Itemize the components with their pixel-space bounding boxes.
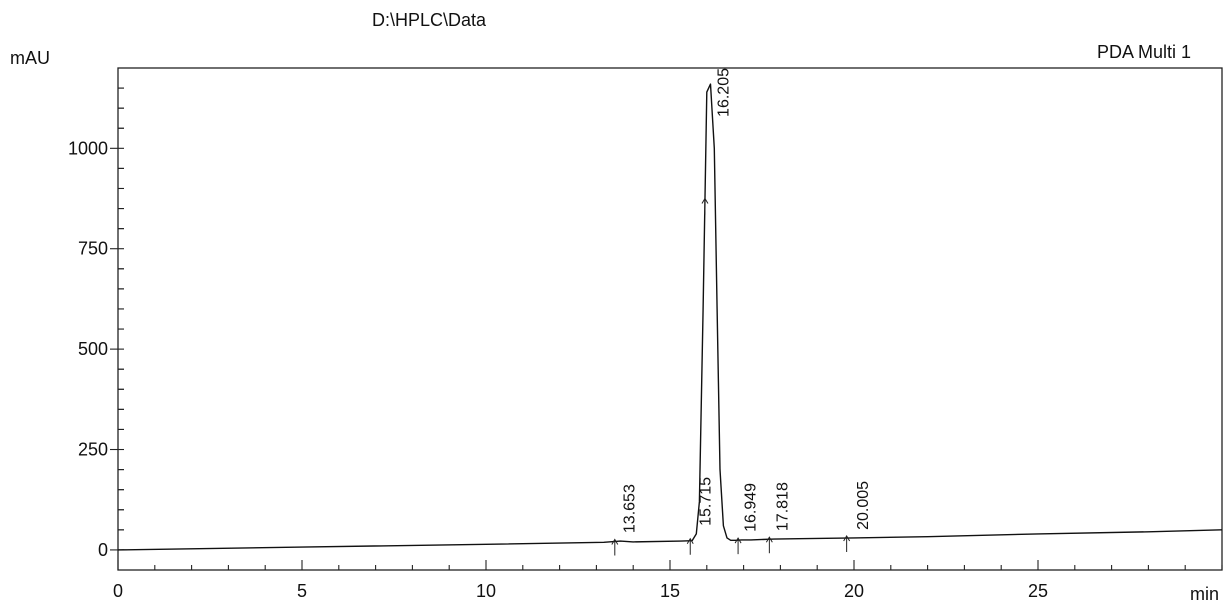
x-tick-label: 25 xyxy=(1028,581,1048,601)
y-tick-label: 1000 xyxy=(68,138,108,158)
peak-rt-label: 17.818 xyxy=(775,482,792,531)
plot-frame xyxy=(117,67,1223,571)
peak-rt-label: 16.205 xyxy=(715,68,732,117)
integration-mark-arrowhead xyxy=(765,536,773,543)
x-tick-label: 5 xyxy=(297,581,307,601)
integration-marks xyxy=(611,197,851,556)
x-tick-label: 0 xyxy=(113,581,123,601)
peak-rt-label: 20.005 xyxy=(855,481,872,530)
y-tick-label: 250 xyxy=(78,440,108,460)
y-axis-unit-label: mAU xyxy=(10,48,50,68)
x-axis: 0 5 10 15 20 25 xyxy=(113,560,1223,601)
x-tick-label: 15 xyxy=(660,581,680,601)
x-tick-label: 10 xyxy=(476,581,496,601)
plot-border xyxy=(117,67,1223,571)
series-layer xyxy=(117,83,1223,551)
y-axis: 0 250 500 750 1000 xyxy=(68,87,124,560)
integration-mark-arrowhead xyxy=(734,537,742,544)
integration-mark-arrowhead xyxy=(686,537,694,545)
integration-mark-arrowhead xyxy=(843,535,851,542)
y-tick-label: 500 xyxy=(78,339,108,359)
y-tick-label: 750 xyxy=(78,239,108,259)
peak-rt-label: 13.653 xyxy=(621,484,638,533)
x-tick-label: 20 xyxy=(844,581,864,601)
data-path-label: D:\HPLC\Data xyxy=(372,10,487,30)
peak-rt-label: 16.949 xyxy=(743,483,760,532)
y-tick-label: 0 xyxy=(98,540,108,560)
x-axis-unit-label: min xyxy=(1190,584,1219,604)
peak-rt-label: 15.715 xyxy=(697,477,714,526)
channel-label: PDA Multi 1 xyxy=(1097,42,1191,62)
peak-labels: 13.653 15.715 16.205 16.949 17.818 20.005 xyxy=(621,68,872,533)
integration-mark-arrowhead xyxy=(611,538,619,545)
integration-mark-arrowhead xyxy=(701,197,709,204)
chromatogram-trace xyxy=(117,83,1223,551)
